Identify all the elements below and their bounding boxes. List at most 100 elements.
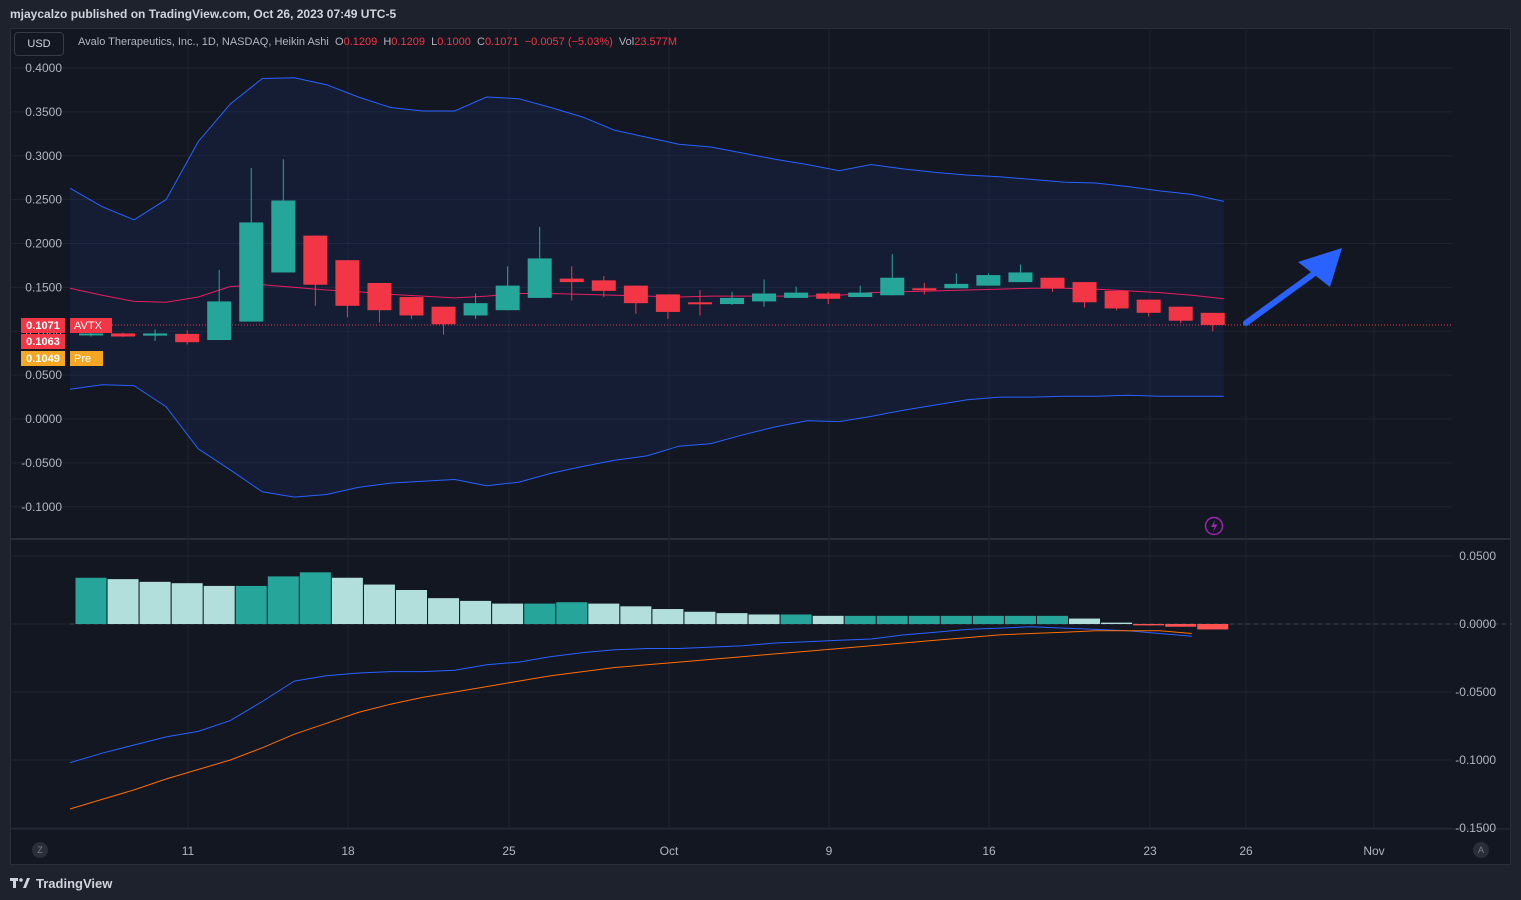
arrow-head bbox=[1298, 248, 1342, 287]
candle-body bbox=[687, 302, 712, 305]
footer-brand: TradingView bbox=[36, 875, 113, 891]
low-value: 0.1000 bbox=[437, 36, 471, 48]
currency-label: USD bbox=[27, 38, 51, 50]
x-tick-label: 11 bbox=[182, 844, 195, 858]
histogram-bar bbox=[748, 614, 780, 624]
candle-body bbox=[559, 278, 584, 283]
price-tag-label: AVTX bbox=[74, 320, 103, 332]
y-tick-label: -0.0500 bbox=[21, 456, 62, 470]
candle bbox=[912, 282, 937, 295]
candle-body bbox=[431, 306, 456, 325]
histogram-bar bbox=[396, 590, 427, 624]
volume-value: 23.577M bbox=[634, 36, 678, 48]
candle-body bbox=[623, 285, 648, 304]
candle bbox=[143, 329, 168, 341]
x-tick-label: 16 bbox=[982, 844, 996, 858]
y-tick-label: 0.0000 bbox=[25, 412, 62, 426]
published-header: mjaycalzo published on TradingView.com, … bbox=[0, 0, 1521, 28]
time-axis-ticks: 11 18 25 Oct 9 16 23 26 Nov bbox=[182, 844, 1385, 858]
histogram-bar bbox=[1069, 618, 1101, 624]
price-tag-label-box bbox=[70, 351, 103, 366]
candle-body bbox=[1104, 290, 1129, 309]
x-tick-label: 23 bbox=[1143, 844, 1157, 858]
tradingview-logo-icon[interactable] bbox=[10, 877, 30, 889]
price-tag-box bbox=[21, 318, 65, 333]
price-tag-value: 0.1071 bbox=[26, 320, 60, 332]
currency-button[interactable]: USD bbox=[14, 32, 64, 56]
x-tick-label: 9 bbox=[826, 844, 833, 858]
x-tick-label: Nov bbox=[1363, 844, 1384, 858]
x-tick-label: 18 bbox=[341, 844, 355, 858]
histogram-bar bbox=[171, 583, 203, 624]
histogram-bar bbox=[107, 579, 139, 624]
grid-lines bbox=[11, 30, 1512, 830]
histogram-bar bbox=[876, 615, 908, 624]
histogram-bar bbox=[331, 577, 363, 624]
candle bbox=[848, 285, 873, 298]
candle-body bbox=[1008, 272, 1033, 283]
x-tick-label: 25 bbox=[502, 844, 516, 858]
histogram-bar bbox=[1101, 622, 1133, 624]
y-tick-label: 0.1500 bbox=[25, 280, 62, 294]
candle-body bbox=[271, 200, 296, 273]
candle bbox=[527, 226, 552, 298]
y-tick-label: 0.3000 bbox=[25, 149, 62, 163]
histogram-bar bbox=[75, 577, 107, 624]
candle-body bbox=[367, 282, 392, 311]
volume-label: Vol bbox=[618, 36, 635, 48]
candle bbox=[239, 168, 264, 322]
candle bbox=[559, 266, 584, 301]
candle bbox=[431, 306, 456, 335]
macd-y-tick-label: -0.1500 bbox=[1455, 821, 1496, 835]
price-tag-value: 0.1049 bbox=[26, 353, 60, 365]
price-tag: 0.1071 AVTX bbox=[21, 318, 112, 333]
candle-body bbox=[335, 260, 360, 306]
histogram-bar bbox=[524, 603, 556, 624]
macd-lines bbox=[69, 626, 1192, 810]
candle-body bbox=[591, 280, 616, 291]
candle-body bbox=[655, 294, 680, 312]
signal-line bbox=[69, 630, 1192, 810]
auto-scale-right-label: A bbox=[1477, 845, 1484, 855]
chart-canvas[interactable]: 0.4000 0.3500 0.3000 0.2500 0.2000 0.1500 0.10… bbox=[0, 0, 1521, 866]
y-tick-label: 0.0500 bbox=[25, 368, 62, 382]
candle-body bbox=[463, 303, 488, 316]
flash-bolt bbox=[1211, 520, 1218, 532]
arrow-shaft bbox=[1243, 264, 1326, 326]
candle bbox=[816, 291, 841, 305]
macd-histogram bbox=[75, 572, 1229, 630]
candle-body bbox=[816, 293, 841, 299]
price-tag-label-box bbox=[70, 318, 112, 333]
histogram-bar bbox=[203, 585, 235, 624]
histogram-bar bbox=[684, 611, 716, 624]
y-tick-label: 0.4000 bbox=[25, 61, 62, 75]
candles bbox=[79, 159, 1225, 345]
candle bbox=[976, 273, 1001, 286]
histogram-bar bbox=[492, 603, 524, 624]
histogram-bar bbox=[235, 585, 267, 624]
auto-scale-right-button[interactable]: A bbox=[1473, 842, 1489, 858]
price-axis-ticks: 0.4000 0.3500 0.3000 0.2500 0.2000 0.1500 0.10… bbox=[21, 61, 1496, 835]
macd-line bbox=[69, 626, 1192, 764]
auto-scale-left-button[interactable]: Z bbox=[32, 842, 48, 858]
high-value: 0.1209 bbox=[391, 36, 425, 48]
candle-body bbox=[848, 292, 873, 298]
x-tick-label: Oct bbox=[660, 844, 679, 858]
histogram-bar bbox=[556, 602, 588, 624]
histogram-bar bbox=[428, 598, 460, 624]
candle bbox=[303, 235, 328, 306]
candle-body bbox=[1168, 306, 1193, 321]
x-tick-label: 26 bbox=[1239, 844, 1253, 858]
candle-body bbox=[1072, 282, 1097, 303]
price-tag-value: 0.1063 bbox=[26, 336, 60, 348]
macd-y-tick-label: 0.0000 bbox=[1459, 617, 1496, 631]
flash-icon bbox=[1204, 516, 1224, 536]
candle-body bbox=[527, 258, 552, 298]
price-tag-label: Pre bbox=[74, 353, 91, 365]
candle bbox=[655, 294, 680, 319]
candle bbox=[207, 269, 232, 341]
histogram-bar bbox=[588, 603, 620, 624]
histogram-bar bbox=[844, 615, 876, 624]
candle bbox=[399, 297, 424, 319]
candle bbox=[880, 254, 905, 296]
